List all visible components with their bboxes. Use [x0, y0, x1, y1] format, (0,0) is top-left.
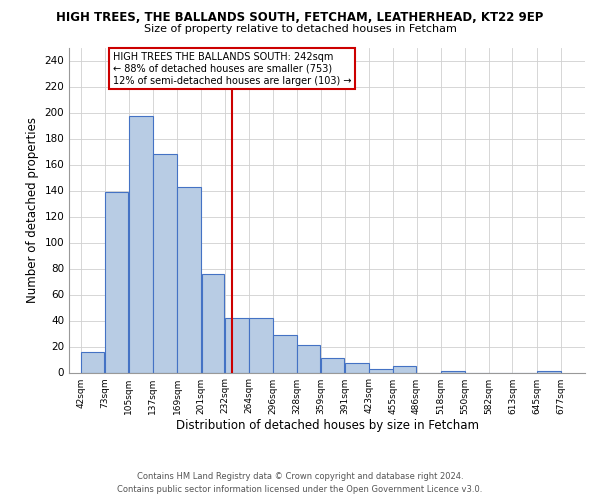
Bar: [225, 318, 248, 372]
Bar: [105, 192, 128, 372]
Text: Contains HM Land Registry data © Crown copyright and database right 2024.
Contai: Contains HM Land Registry data © Crown c…: [118, 472, 482, 494]
Bar: [178, 186, 201, 372]
Bar: [129, 116, 152, 372]
Bar: [441, 371, 464, 372]
Text: HIGH TREES, THE BALLANDS SOUTH, FETCHAM, LEATHERHEAD, KT22 9EP: HIGH TREES, THE BALLANDS SOUTH, FETCHAM,…: [56, 11, 544, 24]
Bar: [202, 274, 224, 372]
Text: Size of property relative to detached houses in Fetcham: Size of property relative to detached ho…: [143, 24, 457, 34]
Y-axis label: Number of detached properties: Number of detached properties: [26, 117, 39, 303]
Bar: [394, 366, 416, 372]
Bar: [345, 364, 368, 372]
Bar: [369, 368, 393, 372]
Bar: [82, 352, 104, 372]
Bar: [249, 318, 272, 372]
X-axis label: Distribution of detached houses by size in Fetcham: Distribution of detached houses by size …: [176, 420, 479, 432]
Bar: [321, 358, 344, 372]
Bar: [153, 154, 177, 372]
Text: HIGH TREES THE BALLANDS SOUTH: 242sqm
← 88% of detached houses are smaller (753): HIGH TREES THE BALLANDS SOUTH: 242sqm ← …: [113, 52, 352, 86]
Bar: [273, 335, 297, 372]
Bar: [537, 371, 560, 372]
Bar: [298, 345, 320, 372]
